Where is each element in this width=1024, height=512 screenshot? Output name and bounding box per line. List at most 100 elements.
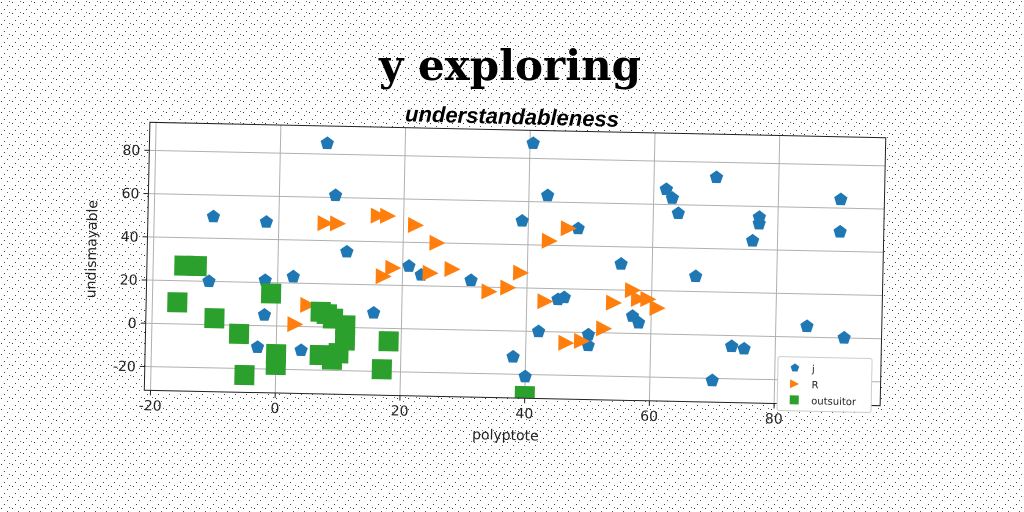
point-r	[500, 279, 517, 296]
plot-frame	[143, 121, 887, 407]
legend-label-j: j	[811, 364, 815, 375]
point-r	[407, 217, 425, 234]
point-j	[531, 324, 546, 338]
x-gridline	[150, 122, 157, 391]
point-j	[526, 136, 540, 150]
point-r	[329, 215, 347, 232]
point-r	[375, 268, 392, 285]
point-r	[558, 334, 575, 351]
point-r	[379, 207, 397, 224]
point-j	[800, 319, 814, 333]
point-j	[464, 273, 478, 287]
point-j	[402, 259, 416, 272]
point-outsuitor	[260, 283, 282, 304]
legend-marker-j	[790, 363, 800, 372]
point-outsuitor	[321, 349, 343, 370]
y-gridline	[145, 322, 882, 340]
point-j	[557, 290, 571, 304]
legend-label-r: R	[811, 380, 818, 391]
point-r	[317, 215, 334, 232]
point-r	[541, 232, 558, 249]
point-j	[320, 136, 334, 150]
point-j	[833, 224, 847, 238]
point-j	[724, 339, 739, 353]
x-tick-label: 40	[515, 406, 533, 422]
point-r	[512, 264, 530, 281]
point-j	[671, 206, 685, 220]
point-r	[444, 261, 461, 278]
point-j	[571, 221, 585, 235]
point-r	[630, 290, 648, 307]
point-r	[560, 220, 577, 237]
x-gridline	[524, 130, 531, 399]
point-j	[202, 274, 216, 288]
point-r	[537, 293, 554, 310]
x-gridline	[648, 132, 656, 401]
point-j	[259, 215, 274, 228]
point-j	[506, 349, 520, 363]
point-j	[834, 192, 848, 206]
point-j	[518, 369, 532, 383]
point-j	[206, 209, 221, 223]
point-j	[328, 188, 343, 202]
x-gridline	[773, 135, 781, 404]
point-r	[429, 234, 446, 251]
y-gridline	[149, 149, 886, 167]
y-gridline	[147, 236, 884, 253]
y-tick-label: 60	[121, 186, 139, 202]
point-r	[649, 299, 666, 316]
point-r	[624, 282, 642, 299]
point-r	[300, 296, 317, 313]
point-j	[746, 233, 760, 247]
point-r	[640, 291, 657, 308]
point-r	[370, 207, 387, 224]
y-tick-label: 0	[128, 316, 137, 332]
point-r	[385, 259, 402, 276]
point-outsuitor	[186, 255, 208, 277]
point-j	[286, 269, 300, 283]
point-j	[631, 315, 646, 329]
y-tick-label: 80	[122, 143, 140, 159]
point-j	[689, 269, 703, 283]
point-j	[581, 327, 596, 341]
x-tick-label: -20	[139, 398, 162, 414]
point-j	[294, 343, 308, 357]
legend-marker-r	[789, 379, 800, 389]
y-tick-label: 40	[120, 229, 138, 245]
data-points	[167, 136, 851, 406]
point-j	[515, 213, 529, 227]
x-gridline	[399, 127, 407, 396]
point-j	[709, 170, 724, 184]
x-tick-label: 0	[270, 401, 279, 417]
point-r	[605, 294, 623, 311]
point-j	[659, 182, 674, 196]
point-j	[367, 305, 381, 319]
point-j	[837, 330, 851, 344]
point-j	[665, 191, 680, 204]
point-j	[752, 210, 766, 223]
point-r	[287, 316, 304, 333]
y-axis-label: undismayable	[83, 200, 101, 299]
ticks: -20 0 20 40 60 80 -20 0 20 40 60 80	[113, 143, 783, 428]
point-j	[541, 188, 555, 202]
chart-title: y exploring	[378, 41, 641, 90]
point-r	[481, 283, 498, 300]
x-tick-label: 80	[765, 411, 783, 427]
point-outsuitor	[228, 323, 250, 345]
point-j	[737, 341, 751, 355]
y-gridline	[148, 193, 885, 210]
legend-label-outsuitor: outsuitor	[811, 396, 857, 408]
point-outsuitor	[204, 308, 225, 329]
plot-area: -20 0 20 40 60 80 -20 0 20 40 60 80 polyptote undis…	[83, 121, 887, 445]
x-tick-label: 60	[640, 409, 658, 425]
x-axis-label: polyptote	[472, 427, 539, 444]
chart-subtitle: understandableness	[405, 101, 620, 132]
point-j	[258, 273, 272, 287]
point-outsuitor	[378, 331, 399, 352]
legend-box	[776, 356, 873, 413]
legend-marker-outsuitor	[789, 395, 799, 405]
point-r	[422, 264, 439, 281]
point-j	[705, 373, 719, 387]
